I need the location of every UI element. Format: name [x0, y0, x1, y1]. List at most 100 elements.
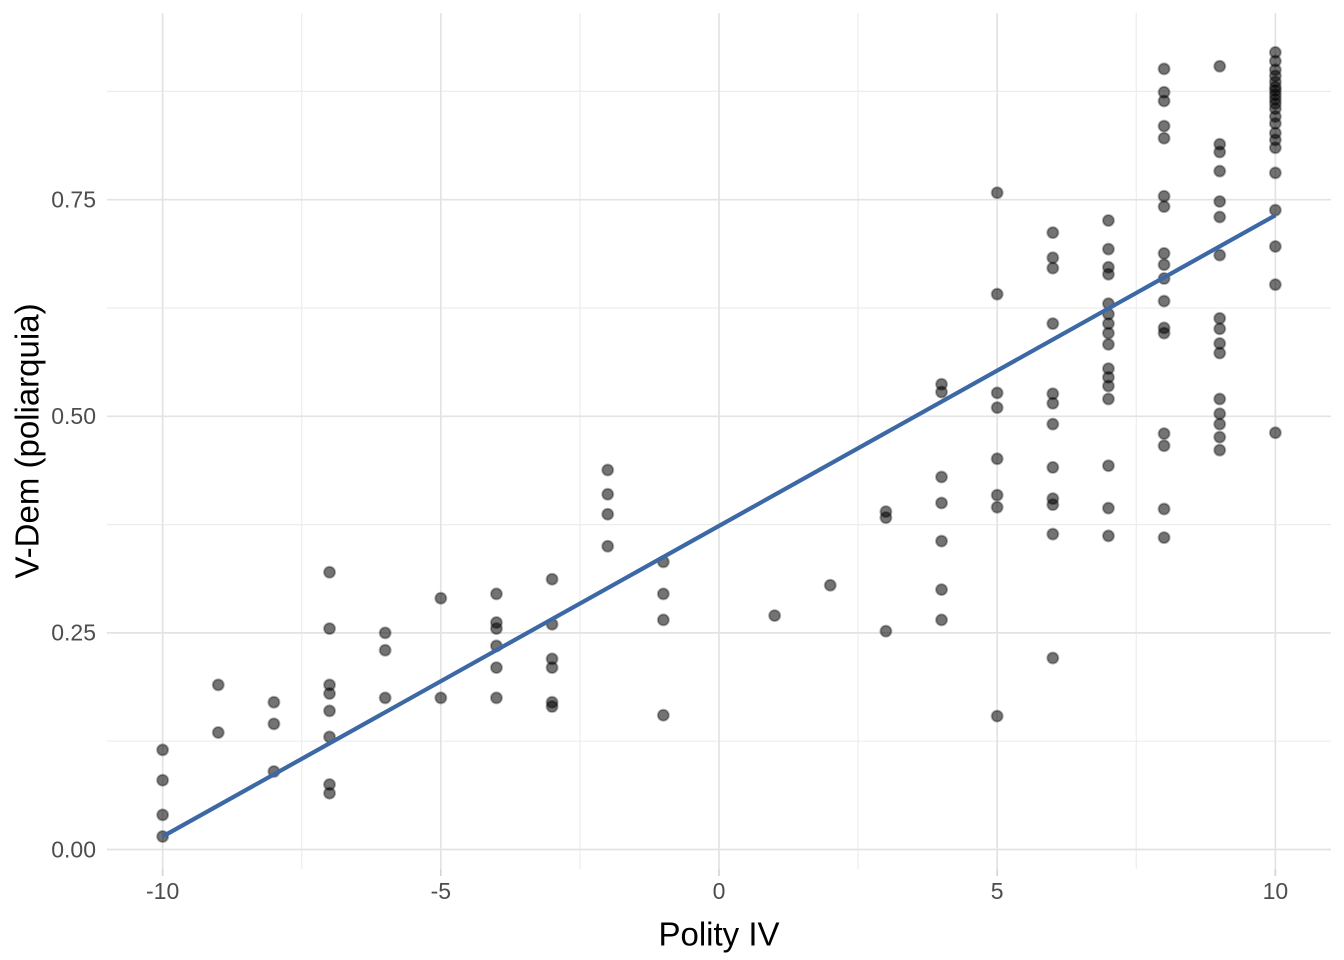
data-point — [1213, 346, 1227, 360]
y-tick-label: 0.25 — [51, 620, 96, 646]
data-point — [156, 808, 170, 822]
data-point — [990, 709, 1004, 723]
data-point — [1157, 189, 1171, 203]
data-point — [1046, 317, 1060, 331]
data-point — [489, 622, 503, 636]
data-point — [1101, 379, 1115, 393]
data-point — [267, 695, 281, 709]
data-point — [1157, 62, 1171, 76]
data-point — [323, 622, 337, 636]
x-tick-label: -10 — [146, 878, 179, 904]
data-point — [656, 613, 670, 627]
data-point — [935, 470, 949, 484]
data-point — [1213, 145, 1227, 159]
data-point — [1101, 267, 1115, 281]
data-point — [1101, 392, 1115, 406]
data-point — [1101, 214, 1115, 228]
data-point — [935, 583, 949, 597]
data-point — [1268, 278, 1282, 292]
data-point — [1213, 322, 1227, 336]
data-point — [545, 661, 559, 675]
data-point — [1268, 166, 1282, 180]
data-point — [378, 626, 392, 640]
data-point — [1157, 294, 1171, 308]
data-point — [1213, 407, 1227, 421]
axis-tick-labels: -10 -5 0 5 10 0.00 0.25 0.50 0.75 — [51, 187, 1288, 904]
data-point — [1101, 337, 1115, 351]
data-point — [211, 726, 225, 740]
data-point — [1046, 651, 1060, 665]
data-point — [489, 587, 503, 601]
data-point — [267, 717, 281, 731]
data-point — [1157, 119, 1171, 133]
data-point — [1213, 443, 1227, 457]
data-point — [601, 463, 615, 477]
data-point — [434, 591, 448, 605]
data-point — [935, 613, 949, 627]
data-point — [990, 287, 1004, 301]
data-point — [545, 700, 559, 714]
data-point — [1213, 194, 1227, 208]
data-point — [1101, 501, 1115, 515]
data-point — [1268, 239, 1282, 253]
data-point — [1213, 430, 1227, 444]
data-point — [211, 678, 225, 692]
data-point — [1101, 242, 1115, 256]
data-point — [1046, 460, 1060, 474]
data-point — [1157, 258, 1171, 272]
data-point — [1101, 459, 1115, 473]
data-point — [323, 786, 337, 800]
x-axis-title: Polity IV — [658, 916, 779, 953]
data-point — [545, 572, 559, 586]
data-point — [601, 507, 615, 521]
data-point — [768, 609, 782, 623]
data-point — [879, 624, 893, 638]
data-point — [1213, 311, 1227, 325]
data-point — [990, 452, 1004, 466]
data-point — [823, 578, 837, 592]
data-point — [990, 186, 1004, 200]
data-point — [990, 386, 1004, 400]
data-point — [489, 661, 503, 675]
data-point — [1101, 529, 1115, 543]
y-tick-label: 0.75 — [51, 187, 96, 213]
data-point — [935, 496, 949, 510]
data-point — [1268, 203, 1282, 217]
data-point — [1213, 164, 1227, 178]
data-point — [990, 401, 1004, 415]
data-point — [1157, 94, 1171, 108]
data-point — [156, 773, 170, 787]
data-point — [1157, 502, 1171, 516]
data-point — [156, 743, 170, 757]
data-point — [1213, 417, 1227, 431]
axis-tick-marks — [161, 869, 1277, 876]
y-tick-label: 0.50 — [51, 403, 96, 429]
data-point — [1101, 326, 1115, 340]
data-point — [656, 587, 670, 601]
data-points — [156, 45, 1282, 844]
data-point — [879, 511, 893, 525]
data-point — [1046, 396, 1060, 410]
data-point — [1213, 392, 1227, 406]
data-point — [1213, 59, 1227, 73]
data-point — [1157, 200, 1171, 214]
x-tick-label: 5 — [991, 878, 1004, 904]
data-point — [1046, 527, 1060, 541]
data-point — [489, 691, 503, 705]
data-point — [1157, 531, 1171, 545]
y-axis-title: V-Dem (poliarquia) — [9, 303, 46, 578]
data-point — [935, 534, 949, 548]
data-point — [1157, 326, 1171, 340]
data-point — [601, 487, 615, 501]
data-point — [1157, 427, 1171, 441]
data-point — [1046, 226, 1060, 240]
data-point — [1213, 248, 1227, 262]
data-point — [434, 691, 448, 705]
data-point — [323, 704, 337, 718]
data-point — [1268, 141, 1282, 155]
data-point — [1046, 417, 1060, 431]
data-point — [1046, 251, 1060, 265]
regression-line — [161, 213, 1277, 839]
data-point — [1268, 426, 1282, 440]
